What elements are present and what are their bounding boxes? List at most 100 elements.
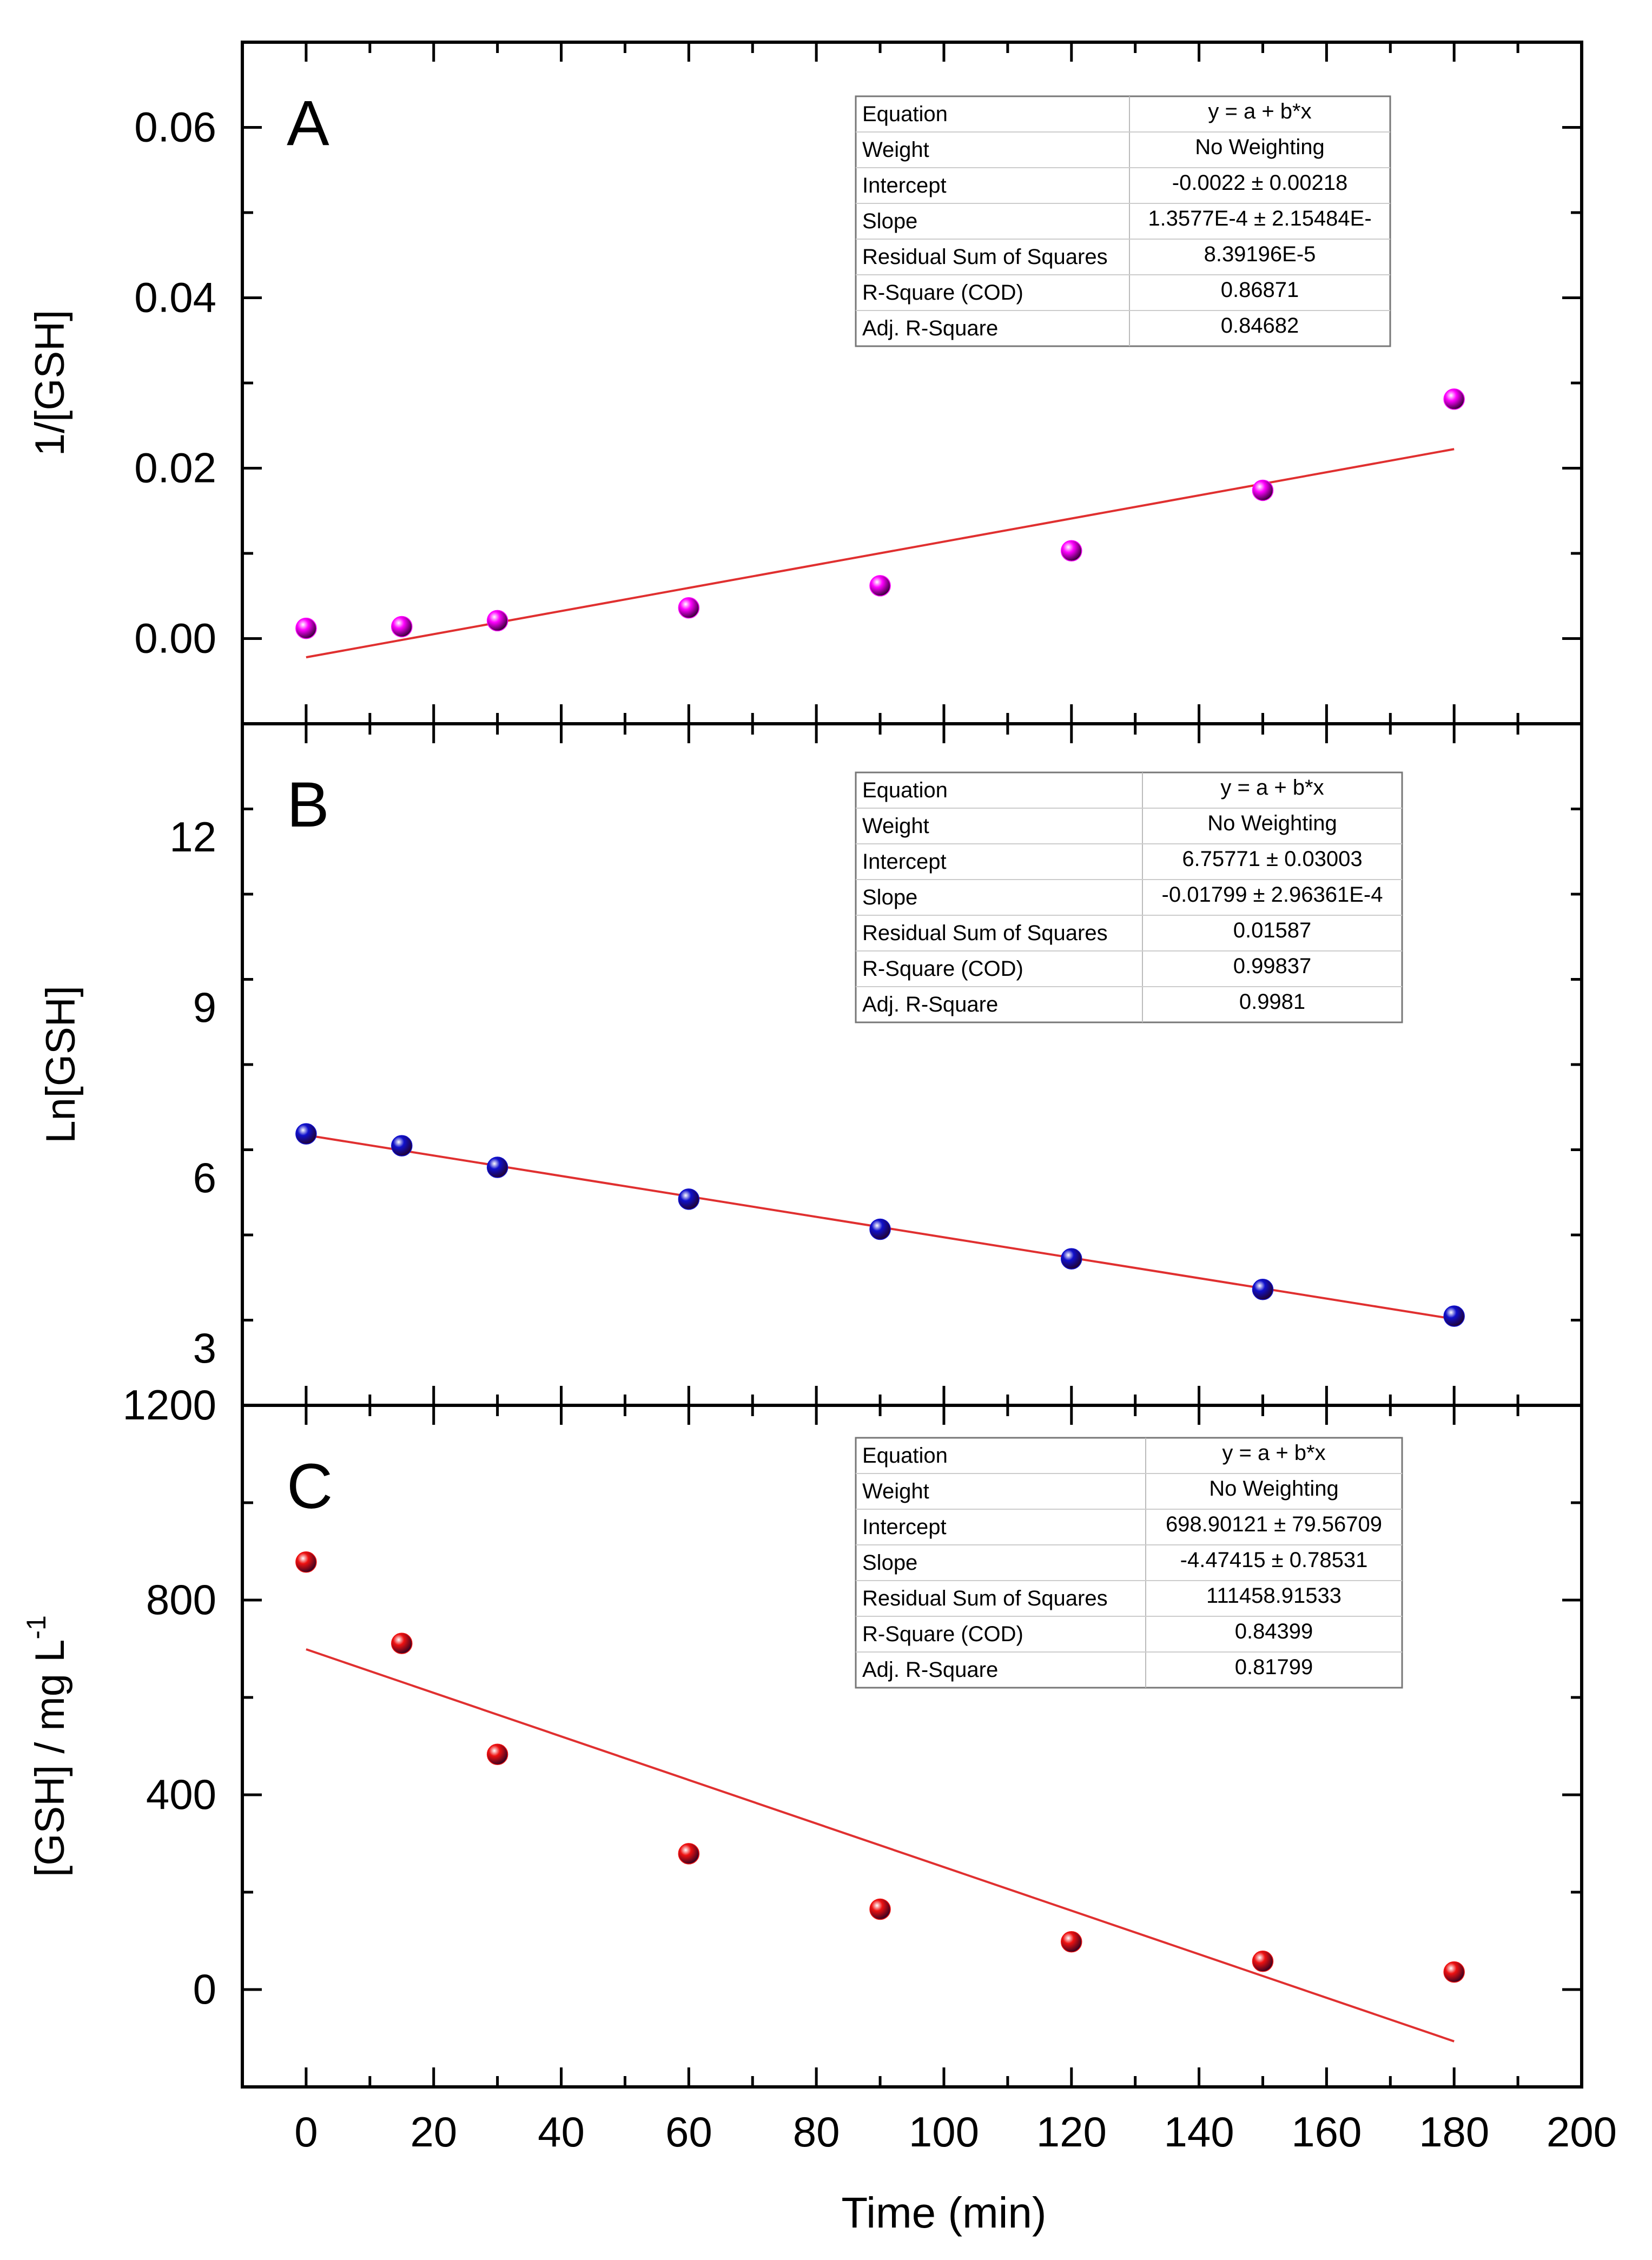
data-point [869,1898,891,1920]
fit-table-header: Residual Sum of Squares [862,245,1108,269]
y-tick-label: 9 [193,983,216,1031]
fit-table-value: 0.81799 [1235,1655,1313,1679]
fit-table-header: Residual Sum of Squares [862,1587,1108,1610]
fit-table-border [855,771,1403,1023]
fit-table-header: Equation [862,102,948,126]
fit-table-value: y = a + b*x [1208,100,1311,123]
panel-A: 0.00 0.02 0.04 0.06 1/[GSH] A Equation y = a + … [27,42,1583,724]
x-tick-label: 120 [1036,2108,1107,2156]
fit-table-value: No Weighting [1207,811,1337,835]
y-tick-label: 0.06 [134,103,216,151]
data-point [391,616,413,638]
fit-table-header: Equation [862,1444,948,1468]
data-point [1061,1931,1082,1953]
data-point [486,610,508,632]
y-tick-label: 3 [193,1324,216,1372]
plot-frame [241,41,1583,2089]
x-tick-label: 160 [1291,2108,1362,2156]
y-tick-label: 1200 [122,1381,216,1429]
fit-table-value: No Weighting [1195,135,1324,159]
fit-table-value: y = a + b*x [1222,1441,1325,1465]
x-tick-label: 100 [909,2108,979,2156]
fit-table-value: -0.01799 ± 2.96361E-4 [1162,883,1383,907]
fit-table-value: 0.01587 [1233,918,1312,942]
y-tick-label: 0.00 [134,614,216,662]
x-axis-label: Time (min) [841,2189,1046,2237]
data-point [678,597,700,619]
fit-table-value: 6.75771 ± 0.03003 [1182,847,1362,871]
data-point [1443,1305,1465,1327]
x-tick-label: 80 [793,2108,840,2156]
fit-table: Equation y = a + b*x Weight No Weighting Int… [855,95,1391,347]
fit-table-header: R-Square (COD) [862,1622,1023,1646]
y-tick-label: 12 [169,813,216,861]
fit-line [306,448,1455,659]
fit-table-header: Slope [862,1551,917,1575]
fit-table-value: 8.39196E-5 [1204,242,1316,266]
x-tick-label: 0 [294,2108,318,2156]
fit-table-header: Adj. R-Square [862,1658,998,1682]
y-tick-label: 0.02 [134,444,216,492]
fit-table-value: 111458.91533 [1206,1584,1342,1608]
data-point [1443,1961,1465,1983]
fit-table-value: -4.47415 ± 0.78531 [1180,1548,1368,1572]
y-axis-label: Ln[GSH] [38,986,84,1143]
data-point [486,1743,508,1766]
x-tick-label: 60 [665,2108,712,2156]
fit-table-header: Slope [862,209,917,233]
fit-table-value: -0.0022 ± 0.00218 [1172,171,1347,195]
fit-table-header: R-Square (COD) [862,957,1023,981]
y-axis-label: [GSH] / mg L-1 [21,1615,73,1877]
panel-label: A [287,88,329,159]
data-point [1443,388,1465,410]
fit-table-value: 698.90121 ± 79.56709 [1166,1512,1382,1536]
data-point [391,1633,413,1654]
data-point [678,1843,700,1865]
fit-table-value: 1.3577E-4 ± 2.15484E- [1148,207,1371,230]
fit-table-value: 0.9981 [1239,990,1305,1014]
y-tick-label: 800 [146,1576,216,1623]
fit-table-value: 0.99837 [1233,954,1312,978]
x-tick-label: 40 [538,2108,585,2156]
data-point [1061,1248,1082,1270]
data-point [295,1551,317,1573]
y-tick-label: 0.04 [134,274,216,321]
x-tick-label: 20 [410,2108,457,2156]
fit-table-value: 0.86871 [1221,278,1299,302]
y-axis-label-superscript: -1 [21,1615,51,1639]
fit-line [306,1648,1455,2043]
panel-label: C [287,1451,333,1522]
x-tick-label: 180 [1419,2108,1489,2156]
fit-table-border [855,1437,1403,1689]
data-point [295,617,317,639]
data-point [1252,1951,1274,1972]
fit-table-header: Intercept [862,1515,947,1539]
fit-table-value: 0.84682 [1221,314,1299,338]
fit-table-header: Adj. R-Square [862,993,998,1016]
fit-table-header: Intercept [862,850,947,874]
x-tick-label: 140 [1164,2108,1234,2156]
fit-table-value: No Weighting [1209,1477,1338,1501]
data-point [869,1218,891,1240]
panel-label: B [287,769,329,841]
fit-table-header: R-Square (COD) [862,281,1023,305]
fit-table-value: 0.84399 [1235,1620,1313,1643]
fit-table-header: Adj. R-Square [862,316,998,340]
fit-table-header: Weight [862,1479,929,1503]
fit-table-value: y = a + b*x [1220,776,1324,799]
data-point [295,1123,317,1145]
fit-table-header: Weight [862,814,929,838]
data-point [486,1157,508,1178]
data-point [391,1135,413,1157]
data-point [1061,540,1082,562]
y-tick-label: 6 [193,1154,216,1201]
fit-table: Equation y = a + b*x Weight No Weighting Int… [855,771,1403,1023]
fit-table-header: Weight [862,138,929,162]
fit-table-border [855,95,1391,347]
fit-table: Equation y = a + b*x Weight No Weighting Int… [855,1437,1403,1689]
data-point [1252,479,1274,501]
fit-table-header: Residual Sum of Squares [862,921,1108,945]
data-point [869,575,891,597]
y-axis-label: 1/[GSH] [27,310,73,456]
fit-table-header: Intercept [862,174,947,197]
